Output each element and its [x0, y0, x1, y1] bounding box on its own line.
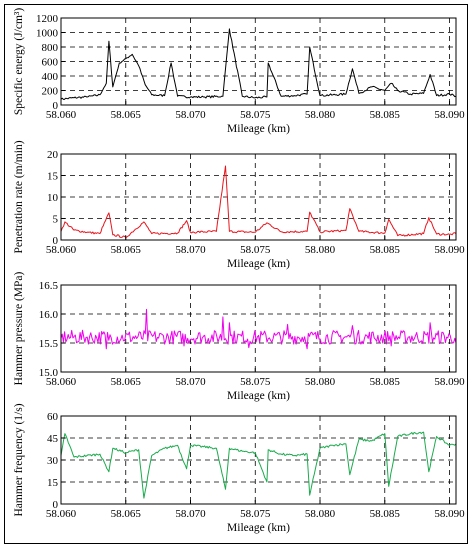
chart-4: 58.060 58.065 58.070 58.075 58.080 58.085 58.0…	[13, 403, 465, 534]
x-tick-label: 58.080	[305, 376, 336, 388]
x-tick-label: 58.060	[46, 508, 77, 520]
x-tick-label: 58.070	[175, 244, 206, 256]
y-tick-label: 0	[53, 235, 59, 247]
x-axis-label: Mileage (km)	[227, 123, 290, 135]
y-tick-label: 16.5	[39, 280, 59, 292]
y-tick-label: 45	[47, 433, 59, 445]
figure-border	[4, 4, 468, 544]
y-axis-label: Penetration rate (m/min)	[13, 140, 25, 253]
y-axis-label: Hammer pressure (MPa)	[13, 271, 25, 385]
x-tick-label: 58.080	[305, 109, 336, 121]
x-tick-label: 58.085	[370, 244, 401, 256]
y-tick-label: 0	[53, 100, 59, 112]
x-axis-label: Mileage (km)	[227, 390, 290, 402]
y-tick-label: 800	[42, 42, 59, 54]
y-tick-label: 30	[47, 455, 59, 467]
y-axis-label: Hammer frequency (1/s)	[13, 403, 25, 516]
x-tick-label: 58.075	[240, 244, 271, 256]
x-tick-label: 58.070	[175, 376, 206, 388]
x-tick-label: 58.065	[111, 508, 142, 520]
y-tick-label: 5	[53, 214, 59, 226]
x-tick-label: 58.065	[111, 244, 142, 256]
series-line	[60, 431, 457, 499]
y-tick-label: 400	[42, 71, 59, 83]
y-tick-label: 1000	[36, 28, 59, 40]
x-tick-label: 58.070	[175, 508, 206, 520]
x-tick-label: 58.060	[46, 376, 77, 388]
x-tick-label: 58.085	[370, 109, 401, 121]
x-axis-label: Mileage (km)	[227, 522, 290, 534]
x-axis-label: Mileage (km)	[227, 258, 290, 270]
x-tick-label: 58.065	[111, 376, 142, 388]
x-tick-label: 58.060	[46, 244, 77, 256]
y-axis-label: Specific energy (J/cm³)	[13, 8, 25, 116]
chart-1: 58.060 58.065 58.070 58.075 58.080 58.085 58.0…	[13, 8, 465, 135]
x-tick-label: 58.085	[370, 508, 401, 520]
y-tick-label: 600	[42, 57, 59, 69]
y-tick-label: 16.0	[39, 309, 59, 321]
y-tick-label: 15.5	[39, 338, 59, 350]
y-tick-label: 15.0	[39, 367, 59, 379]
x-tick-label: 58.090	[434, 244, 465, 256]
chart-2: 58.060 58.065 58.070 58.075 58.080 58.085 58.0…	[13, 140, 465, 270]
x-tick-label: 58.060	[46, 109, 77, 121]
y-tick-label: 60	[47, 411, 59, 423]
x-tick-label: 58.090	[434, 109, 465, 121]
x-tick-label: 58.075	[240, 376, 271, 388]
series-line	[60, 308, 457, 350]
y-tick-label: 15	[47, 477, 59, 489]
y-tick-label: 0	[53, 499, 59, 511]
chart-3: 58.060 58.065 58.070 58.075 58.080 58.085 58.0…	[13, 271, 465, 402]
x-tick-label: 58.065	[111, 109, 142, 121]
x-tick-label: 58.085	[370, 376, 401, 388]
x-tick-label: 58.080	[305, 244, 336, 256]
series-line	[60, 165, 457, 238]
y-tick-label: 200	[42, 86, 59, 98]
x-tick-label: 58.090	[434, 376, 465, 388]
y-tick-label: 10	[47, 192, 59, 204]
series-line	[60, 28, 457, 100]
x-tick-label: 58.075	[240, 508, 271, 520]
x-tick-label: 58.075	[240, 109, 271, 121]
y-tick-label: 20	[47, 149, 59, 161]
x-tick-label: 58.080	[305, 508, 336, 520]
y-tick-label: 15	[47, 171, 59, 183]
plot-area-frame	[60, 284, 457, 373]
x-tick-label: 58.090	[434, 508, 465, 520]
y-tick-label: 1200	[36, 13, 59, 25]
x-tick-label: 58.070	[175, 109, 206, 121]
